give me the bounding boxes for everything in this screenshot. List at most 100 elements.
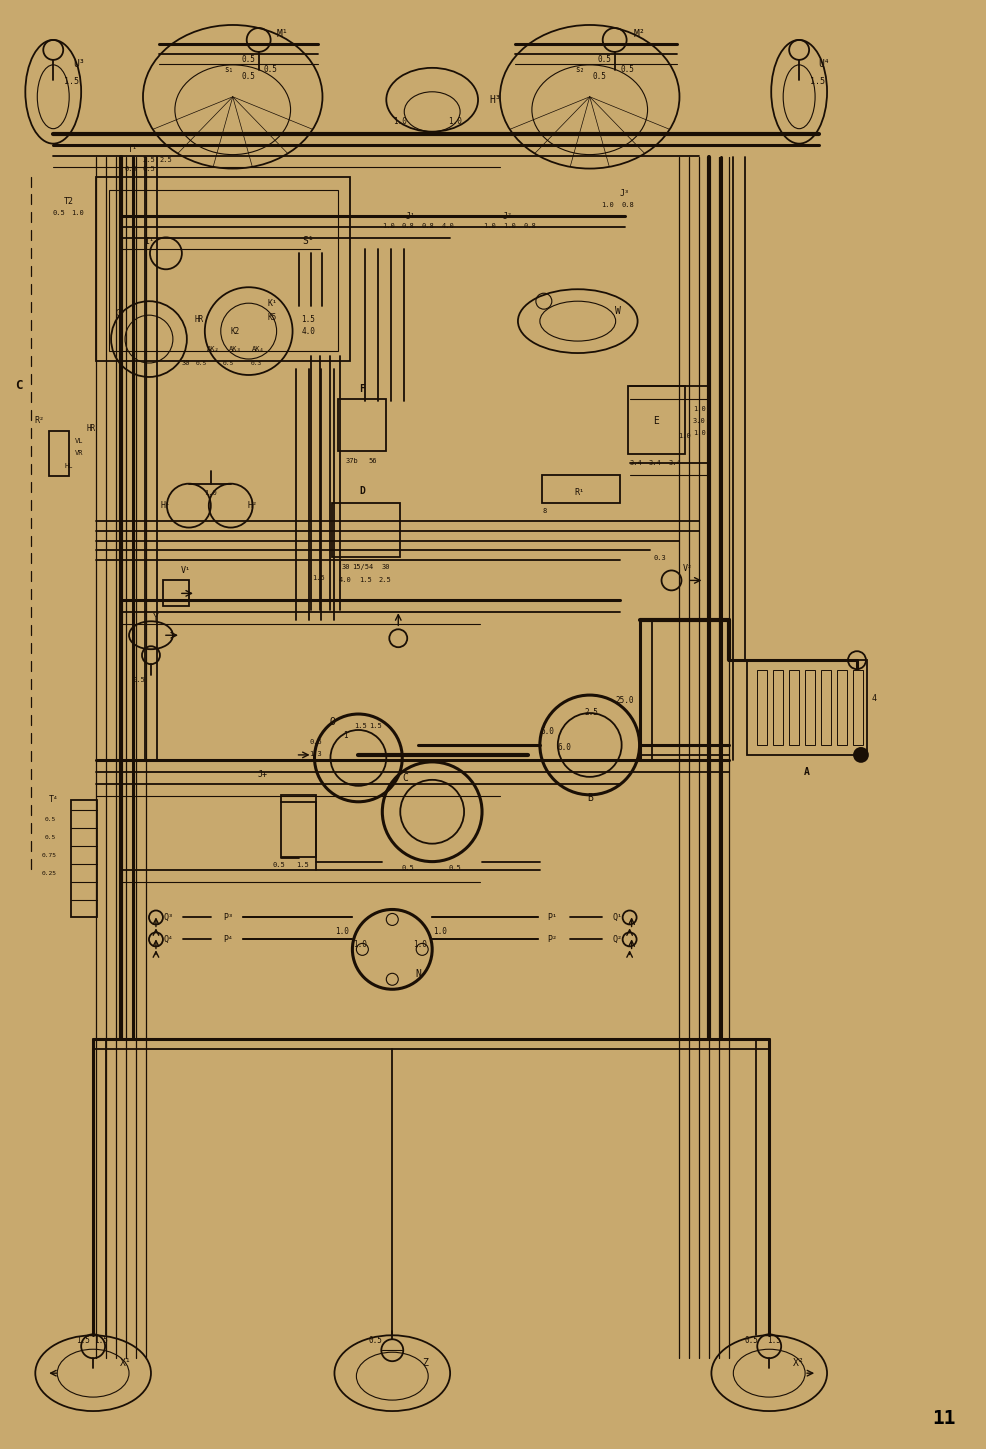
Text: 1.0: 1.0 <box>503 223 516 229</box>
Bar <box>836 669 846 745</box>
Text: T¹: T¹ <box>128 145 138 154</box>
Text: 1.0: 1.0 <box>353 940 367 949</box>
Text: C: C <box>402 772 408 782</box>
Text: 0.5: 0.5 <box>223 361 234 365</box>
Text: 0.5: 0.5 <box>142 165 155 171</box>
Text: 30: 30 <box>341 565 349 571</box>
Text: X¹: X¹ <box>120 1358 132 1368</box>
Text: J+: J+ <box>257 771 267 780</box>
Bar <box>852 669 862 745</box>
Text: s₂: s₂ <box>575 65 584 74</box>
Text: 4.0: 4.0 <box>339 577 351 584</box>
Text: 0.5: 0.5 <box>124 165 137 171</box>
Text: G¹: G¹ <box>116 309 126 317</box>
Text: VR: VR <box>75 449 84 456</box>
Text: 0.3: 0.3 <box>250 361 262 365</box>
Text: 1.5: 1.5 <box>296 862 309 868</box>
Text: U⁴: U⁴ <box>817 59 829 70</box>
Text: O: O <box>329 717 335 727</box>
Bar <box>280 796 317 856</box>
Bar <box>746 661 866 755</box>
Text: 2.5: 2.5 <box>160 156 173 162</box>
Text: 0.5: 0.5 <box>45 835 56 840</box>
Text: HR: HR <box>194 314 203 323</box>
Text: A: A <box>804 767 810 777</box>
Text: 1.0: 1.0 <box>448 117 461 126</box>
Bar <box>71 800 97 917</box>
Text: V²: V² <box>681 564 692 572</box>
Bar <box>627 385 684 454</box>
Text: H³: H³ <box>489 94 500 104</box>
Text: K2: K2 <box>230 326 240 336</box>
Bar <box>541 475 619 503</box>
Bar <box>49 430 69 475</box>
Text: 0.5: 0.5 <box>242 72 255 81</box>
Text: 1.5: 1.5 <box>359 577 372 584</box>
Text: 4.0: 4.0 <box>442 223 454 229</box>
Text: 37b: 37b <box>346 458 358 464</box>
Text: 1.5: 1.5 <box>809 77 823 87</box>
Text: 6.0: 6.0 <box>540 727 554 736</box>
Text: 1.0: 1.0 <box>692 406 705 412</box>
Text: Q²: Q² <box>612 935 622 943</box>
Text: VL: VL <box>75 438 84 443</box>
Bar <box>332 503 400 558</box>
Text: Y: Y <box>153 613 159 623</box>
Text: U³: U³ <box>73 59 85 70</box>
Text: F: F <box>359 384 365 394</box>
Text: 0.5: 0.5 <box>401 865 414 871</box>
Text: 0.5: 0.5 <box>195 361 206 365</box>
Text: 1.5: 1.5 <box>354 723 367 729</box>
Text: AK₄: AK₄ <box>252 346 265 352</box>
Text: 1.5: 1.5 <box>76 1336 90 1345</box>
Text: 1.0: 1.0 <box>382 223 394 229</box>
Text: 0.5: 0.5 <box>272 862 285 868</box>
Text: 1.5: 1.5 <box>369 723 382 729</box>
Text: 4: 4 <box>871 694 876 703</box>
Text: P⁴: P⁴ <box>224 935 234 943</box>
Text: 3.0: 3.0 <box>692 417 705 425</box>
Text: M¹: M¹ <box>276 29 288 39</box>
Text: 0.5: 0.5 <box>242 55 255 64</box>
Text: s₁: s₁ <box>224 65 233 74</box>
Text: 0.8: 0.8 <box>401 223 414 229</box>
Text: 0.5: 0.5 <box>593 72 606 81</box>
Text: Z: Z <box>422 1358 428 1368</box>
Text: 0.5: 0.5 <box>449 865 461 871</box>
Text: 30: 30 <box>181 359 190 367</box>
Text: 25.0: 25.0 <box>614 696 633 704</box>
Text: 1.0: 1.0 <box>335 927 349 936</box>
Text: R²: R² <box>35 416 44 426</box>
Text: H¹: H¹ <box>161 501 171 510</box>
Text: P²: P² <box>546 935 556 943</box>
Text: 0.5: 0.5 <box>53 210 65 216</box>
Text: B: B <box>587 793 592 803</box>
Text: V¹: V¹ <box>180 567 190 575</box>
Text: 1.0: 1.0 <box>393 117 407 126</box>
Text: 1.0: 1.0 <box>204 490 217 496</box>
Text: 6.0: 6.0 <box>557 743 571 752</box>
Text: W: W <box>614 306 620 316</box>
Bar <box>96 177 350 361</box>
Bar <box>756 669 766 745</box>
Text: N: N <box>415 969 421 980</box>
Text: K5: K5 <box>268 313 277 322</box>
Text: 0.5: 0.5 <box>743 1336 757 1345</box>
Text: 2.5: 2.5 <box>379 577 391 584</box>
Text: 1.0: 1.0 <box>692 430 705 436</box>
Text: 0.75: 0.75 <box>41 853 56 858</box>
Bar <box>789 669 799 745</box>
Text: 0.5: 0.5 <box>263 65 277 74</box>
Text: HR: HR <box>87 425 96 433</box>
Text: 1.5: 1.5 <box>302 314 316 323</box>
Text: AK₂: AK₂ <box>206 346 219 352</box>
Text: 1.0: 1.0 <box>71 210 84 216</box>
Text: 1.0: 1.0 <box>600 203 613 209</box>
Text: I¹: I¹ <box>144 236 154 246</box>
Text: C: C <box>16 380 23 393</box>
Text: T2: T2 <box>64 197 74 206</box>
Text: 1.5: 1.5 <box>312 575 324 581</box>
Text: 15/54: 15/54 <box>351 565 373 571</box>
Text: 4.0: 4.0 <box>302 326 316 336</box>
Text: 1.5: 1.5 <box>64 77 79 87</box>
